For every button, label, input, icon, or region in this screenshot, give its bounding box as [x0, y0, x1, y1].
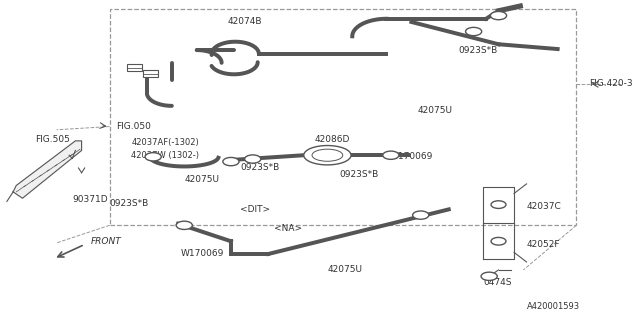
Text: 0474S: 0474S [483, 278, 511, 287]
Text: 0923S*B: 0923S*B [340, 170, 379, 179]
Text: A420001593: A420001593 [527, 302, 580, 311]
Text: 42075U: 42075U [184, 175, 220, 184]
Text: 42037AF(-1302): 42037AF(-1302) [131, 138, 199, 147]
Circle shape [244, 155, 261, 163]
Circle shape [176, 221, 193, 229]
Polygon shape [13, 141, 81, 198]
Circle shape [465, 28, 482, 36]
Ellipse shape [312, 149, 343, 161]
Text: 42037W (1302-): 42037W (1302-) [131, 151, 200, 160]
Text: 42086D: 42086D [315, 135, 350, 144]
Ellipse shape [304, 146, 351, 165]
Circle shape [490, 12, 507, 20]
Circle shape [491, 237, 506, 245]
Text: 42037C: 42037C [527, 202, 561, 211]
Text: 42074B: 42074B [228, 17, 262, 26]
Bar [143, 70, 157, 77]
Circle shape [145, 153, 161, 161]
Text: W170069: W170069 [390, 152, 433, 161]
Text: FIG.420-3: FIG.420-3 [589, 79, 632, 88]
Text: 0923S*B: 0923S*B [240, 164, 280, 172]
Text: <DIT>: <DIT> [240, 205, 270, 214]
Circle shape [223, 157, 239, 166]
Text: 90371D: 90371D [72, 195, 108, 204]
Bar [127, 64, 142, 71]
Text: 0923S*B: 0923S*B [458, 45, 497, 55]
Text: 42052F: 42052F [527, 240, 560, 249]
Text: W170069: W170069 [181, 250, 225, 259]
Circle shape [491, 201, 506, 208]
Bar [109, 9, 576, 225]
Text: <NA>: <NA> [275, 224, 303, 233]
Text: 42075U: 42075U [328, 265, 362, 275]
Circle shape [383, 151, 399, 159]
Text: FIG.050: FIG.050 [116, 122, 150, 131]
Text: FRONT: FRONT [91, 237, 122, 246]
Text: 0923S*B: 0923S*B [109, 198, 149, 207]
Text: FIG.505: FIG.505 [35, 135, 70, 144]
Text: 42075U: 42075U [418, 106, 452, 115]
Circle shape [413, 211, 429, 219]
Circle shape [481, 272, 497, 280]
